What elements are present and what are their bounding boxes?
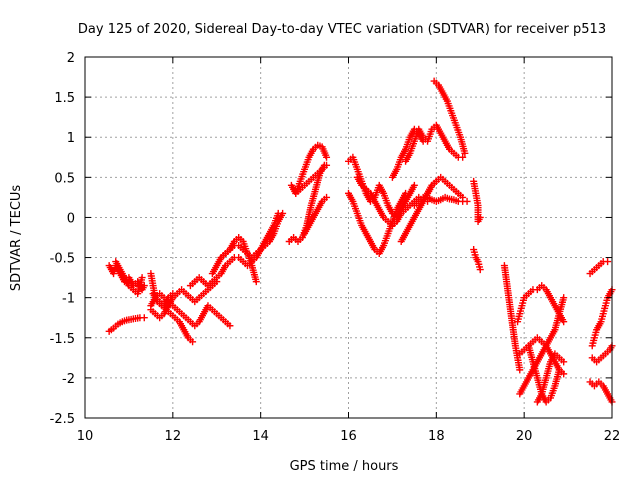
data-point-s12: [323, 153, 331, 161]
data-point-s4: [226, 322, 234, 330]
x-tick-label: 12: [165, 429, 182, 444]
data-point-s13: [323, 161, 331, 169]
data-point-s15: [410, 181, 418, 189]
points-layer: [105, 77, 616, 406]
data-point-s31: [560, 358, 568, 366]
x-axis-label: GPS time / hours: [290, 459, 399, 474]
chart-title: Day 125 of 2020, Sidereal Day-to-day VTE…: [78, 22, 606, 37]
data-point-s27: [560, 318, 568, 326]
data-point-s1: [140, 282, 148, 290]
data-point-s7: [169, 290, 177, 298]
x-tick-label: 10: [77, 429, 94, 444]
data-point-s29: [560, 294, 568, 302]
x-tick-label: 16: [340, 429, 357, 444]
y-tick-label: -0.5: [50, 252, 75, 267]
y-tick-label: 0.5: [54, 171, 75, 186]
y-tick-label: -1.5: [50, 332, 75, 347]
data-point-s6: [189, 338, 197, 346]
data-point-s9: [279, 209, 287, 217]
data-point-s22: [432, 177, 440, 185]
data-point-s30: [555, 366, 563, 374]
data-point-s10: [252, 278, 260, 286]
data-point-s25: [476, 266, 484, 274]
data-point-s21: [463, 197, 471, 205]
y-tick-label: -1: [62, 292, 75, 307]
x-tick-label: 22: [604, 429, 621, 444]
y-tick-label: 1.5: [54, 91, 75, 106]
grid-layer: [85, 57, 612, 418]
data-point-s2: [140, 314, 148, 322]
data-point-s18: [459, 153, 467, 161]
x-tick-label: 18: [428, 429, 445, 444]
data-point-s16: [402, 189, 410, 197]
data-point-s32: [604, 258, 612, 266]
ticks-layer: 10 12 14 16 18 20 22 -2.5 -2 -1.5 -1 -0.5 0 0.5 1 1.5 2: [50, 51, 621, 444]
y-axis-label: SDTVAR / TECUs: [9, 185, 24, 292]
x-tick-label: 14: [252, 429, 269, 444]
data-point-s14: [323, 193, 331, 201]
y-tick-label: 0: [67, 211, 75, 226]
data-point-s19: [419, 137, 427, 145]
y-tick-label: 1: [67, 131, 75, 146]
x-tick-label: 20: [516, 429, 533, 444]
data-point-s26: [516, 366, 524, 374]
data-point-s23: [461, 149, 469, 157]
y-tick-label: -2: [62, 372, 75, 387]
y-tick-label: -2.5: [50, 412, 75, 427]
data-point-s3: [138, 274, 146, 282]
data-point-s24: [476, 213, 484, 221]
y-tick-label: 2: [67, 51, 75, 66]
